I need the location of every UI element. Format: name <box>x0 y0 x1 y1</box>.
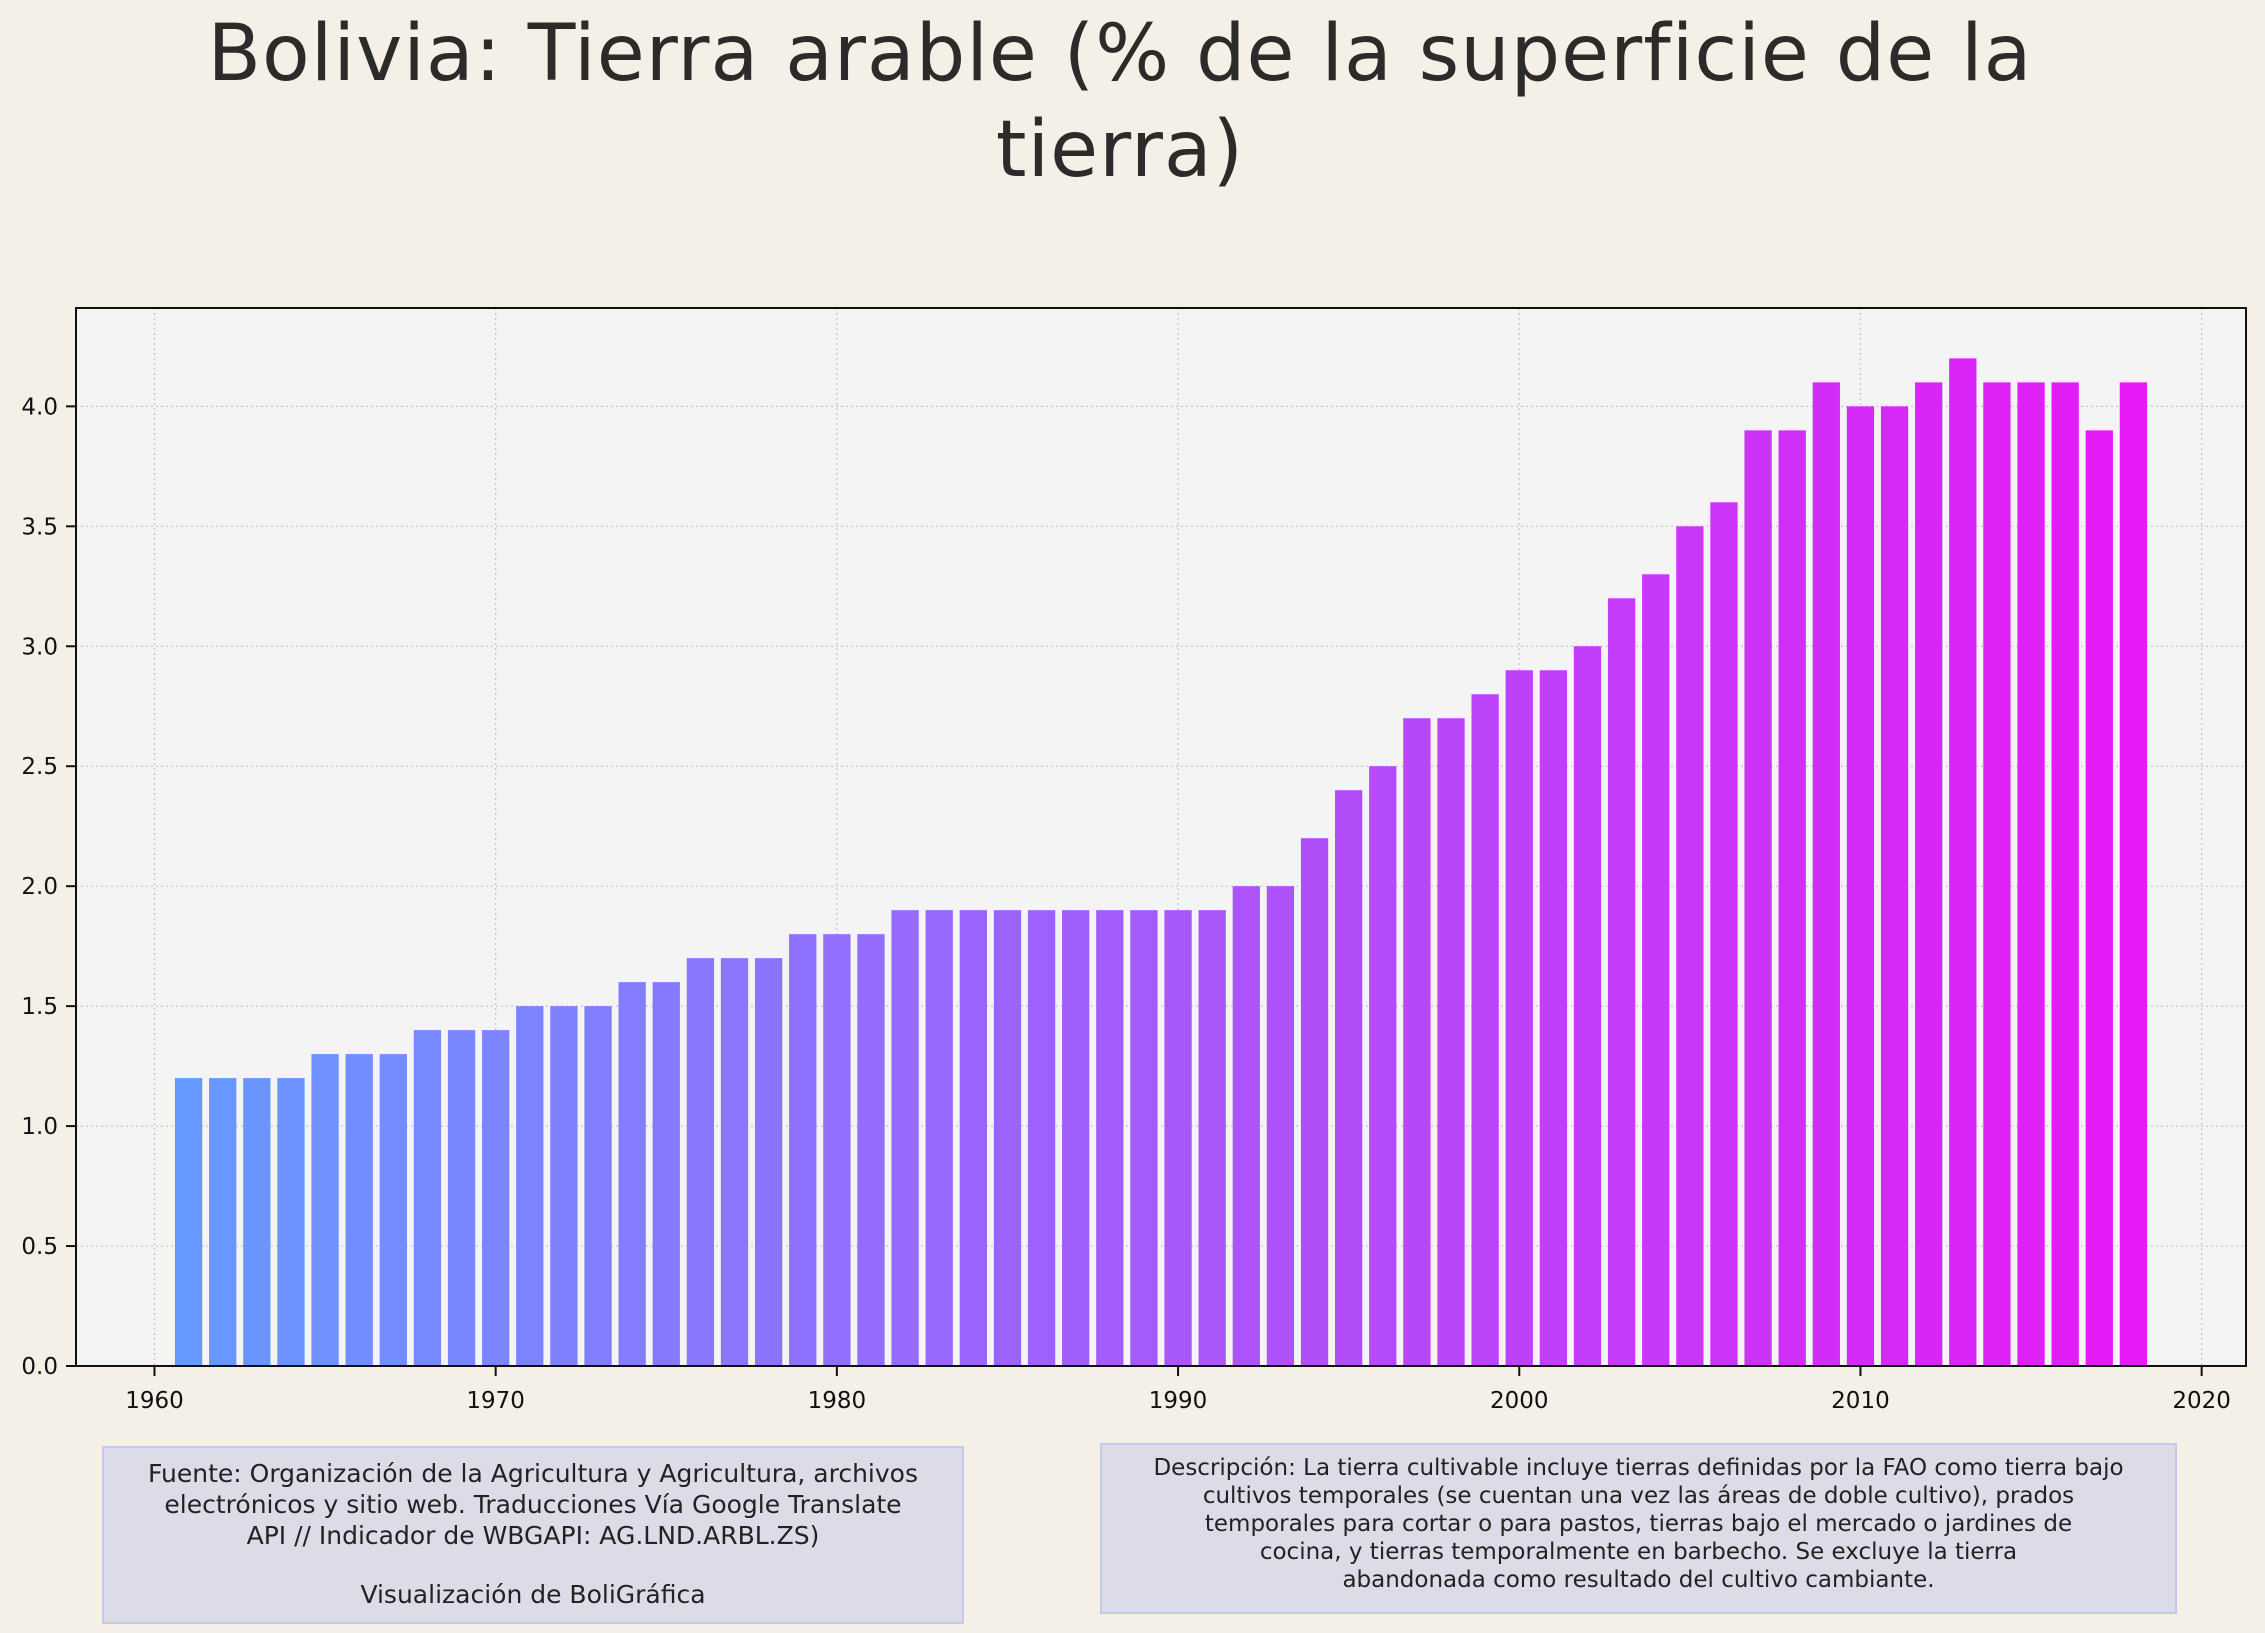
bar <box>550 1006 578 1366</box>
bar <box>925 910 953 1366</box>
bar <box>1710 502 1738 1366</box>
bar <box>1335 790 1363 1366</box>
bar <box>584 1006 612 1366</box>
bar <box>789 934 817 1366</box>
bar <box>1164 910 1192 1366</box>
bar <box>311 1054 339 1366</box>
x-tick-label: 1990 <box>1149 1388 1208 1414</box>
bar <box>1812 382 1840 1366</box>
x-tick-label: 1970 <box>466 1388 525 1414</box>
bar <box>959 910 987 1366</box>
y-axis-ticks: 0.0 0.5 1.0 1.5 2.0 2.5 3.0 3.5 4.0 <box>21 394 76 1380</box>
description-line: cocina, y tierras temporalmente en barbe… <box>1259 1539 2018 1565</box>
bar <box>823 934 851 1366</box>
bar <box>1027 910 1056 1366</box>
bar <box>2051 382 2079 1366</box>
plot-frame <box>75 307 2247 1367</box>
bar <box>754 958 783 1366</box>
bar <box>482 1030 510 1366</box>
y-tick-label: 2.0 <box>21 874 58 900</box>
y-tick-label: 0.0 <box>21 1354 58 1380</box>
bar <box>2119 382 2148 1366</box>
x-tick-label: 2010 <box>1831 1388 1890 1414</box>
bar <box>1505 670 1533 1366</box>
bar <box>2017 382 2045 1366</box>
chart-title: Bolivia: Tierra arable (% de la superfic… <box>207 9 2033 195</box>
bar <box>1300 838 1329 1366</box>
bar <box>1846 406 1875 1367</box>
bar <box>686 958 715 1366</box>
y-tick-label: 3.5 <box>21 514 58 540</box>
bar <box>1573 646 1602 1366</box>
y-tick-label: 1.5 <box>21 994 58 1020</box>
bar <box>1471 694 1499 1366</box>
bar <box>1062 910 1090 1366</box>
bar <box>1232 886 1260 1366</box>
bar <box>277 1078 305 1366</box>
description-line: temporales para cortar o para pastos, ti… <box>1204 1511 2073 1537</box>
bar <box>1096 910 1124 1366</box>
y-tick-label: 4.0 <box>21 394 58 420</box>
x-axis-ticks: 1960 1970 1980 1990 2000 2010 2020 <box>125 1366 2231 1414</box>
x-tick-label: 1960 <box>125 1388 184 1414</box>
bar <box>1198 910 1226 1366</box>
bar <box>1949 358 1977 1366</box>
bar <box>345 1054 373 1366</box>
bar <box>720 958 749 1366</box>
source-note: Fuente: Organización de la Agricultura y… <box>102 1446 964 1624</box>
bar-series <box>174 358 2148 1367</box>
source-line: Fuente: Organización de la Agricultura y… <box>148 1459 918 1488</box>
bar <box>2085 430 2113 1366</box>
bar <box>1607 598 1636 1366</box>
y-tick-label: 1.0 <box>21 1114 58 1140</box>
y-tick-label: 2.5 <box>21 754 58 780</box>
bar <box>993 910 1022 1366</box>
bar <box>1983 382 2011 1366</box>
bar <box>1266 886 1295 1366</box>
bar <box>174 1078 203 1366</box>
bar <box>379 1054 407 1366</box>
y-tick-label: 0.5 <box>21 1234 58 1260</box>
bar <box>1403 718 1431 1366</box>
bar <box>447 1030 476 1366</box>
bar <box>1539 670 1568 1366</box>
bar <box>857 934 885 1366</box>
x-tick-label: 1980 <box>808 1388 867 1414</box>
bar <box>618 982 646 1366</box>
bar <box>652 982 680 1366</box>
description-line: Descripción: La tierra cultivable incluy… <box>1153 1455 2124 1481</box>
bar <box>1130 910 1158 1366</box>
bar <box>1880 406 1909 1367</box>
bar <box>1369 766 1397 1366</box>
bar <box>516 1006 544 1366</box>
x-tick-label: 2000 <box>1490 1388 1549 1414</box>
visualization-credit: Visualización de BoliGráfica <box>360 1580 706 1609</box>
description-line: cultivos temporales (se cuentan una vez … <box>1202 1483 2075 1509</box>
source-line: electrónicos y sitio web. Traducciones V… <box>164 1490 902 1519</box>
bar <box>209 1078 237 1366</box>
bar <box>891 910 919 1366</box>
x-tick-label: 2020 <box>2172 1388 2231 1414</box>
bar <box>1676 526 1704 1366</box>
bar <box>1915 382 1943 1366</box>
bar <box>1642 574 1670 1366</box>
description-note: Descripción: La tierra cultivable incluy… <box>1100 1443 2177 1614</box>
bar <box>413 1030 442 1366</box>
source-line: API // Indicador de WBGAPI: AG.LND.ARBL.… <box>246 1521 820 1550</box>
bar <box>1778 430 1806 1366</box>
bar <box>1744 430 1772 1366</box>
bar <box>1437 718 1465 1366</box>
description-line: abandonada como resultado del cultivo ca… <box>1342 1567 1935 1593</box>
y-tick-label: 3.0 <box>21 634 58 660</box>
bar <box>243 1078 271 1366</box>
